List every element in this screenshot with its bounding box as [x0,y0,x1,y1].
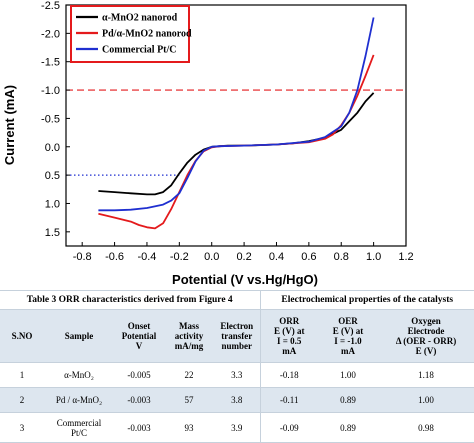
x-tick-label: 0.0 [204,251,219,263]
legend-label-1: α-MnO2 nanorod [102,13,178,24]
table-caption-left: Table 3 ORR characteristics derived from… [0,290,260,310]
chart-canvas: -0.8 -0.6 -0.4 -0.2 0.0 0.2 0.4 0.6 0.8 1.0 1.2 -2… [2,0,414,287]
x-tick-label: -0.4 [137,251,156,263]
header-orr-l2: E (V) at [274,326,305,336]
cell-oer: 0.89 [318,412,378,443]
x-tick-label: 0.6 [301,251,316,263]
table-row: 2 Pd / α-MnO₂ -0.003 57 3.8 -0.11 0.89 1… [0,387,474,413]
cell-sno: 1 [0,362,44,388]
properties-table: Table 3 ORR characteristics derived from… [0,290,474,443]
plot-frame [65,4,407,247]
header-onset-l3: V [135,341,143,351]
header-oer-l4: mA [341,346,355,356]
y-tick-label: -1.0 [41,85,60,97]
header-oer: OER E (V) at I = -1.0 mA [318,309,378,363]
series-line-1 [98,92,375,196]
cell-onset: -0.003 [114,387,164,413]
y-axis-title: Current (mA) [2,85,17,165]
header-oxygen-l4: E (V) [415,346,437,356]
cell-sample-l1: Commercial [56,417,102,428]
cell-sample: Pd / α-MnO₂ [44,387,114,413]
header-oer-l3: I = -1.0 [334,336,362,346]
header-onset: Onset Potential V [114,309,164,363]
x-tick-label: 1.0 [366,251,381,263]
cell-sample: Commercial Pt/C [44,412,114,443]
table-row: 1 α-MnO₂ -0.005 22 3.3 -0.18 1.00 1.18 [0,362,474,388]
header-orr-l3: I = 0.5 [277,336,302,346]
series-line-2 [98,54,375,230]
header-orr-l4: mA [282,346,297,356]
y-tick-label: -2.0 [41,28,60,40]
x-axis-title: Potential (V vs.Hg/HgO) [172,272,318,287]
cell-orr: -0.18 [259,362,318,388]
cell-onset: -0.003 [114,412,164,443]
lsv-chart: -0.8 -0.6 -0.4 -0.2 0.0 0.2 0.4 0.6 0.8 1.0 1.2 -2… [2,0,414,287]
table-caption-right: Electrochemical properties of the cataly… [259,290,474,310]
cell-sample-l2: Pt/C [70,427,87,438]
cell-electron: 3.9 [214,412,260,443]
x-tick-label: -0.6 [105,251,124,263]
y-tick-label: -1.5 [41,57,60,69]
y-tick-label: 0.5 [45,170,60,182]
table-row: 3 Commercial Pt/C -0.003 93 3.9 -0.09 0.… [0,412,474,443]
header-sample: Sample [44,309,114,363]
cell-delta: 1.18 [378,362,474,388]
header-electron-l3: number [221,341,252,351]
y-tick-label: 0.0 [45,142,60,154]
header-oxygen: Oxygen Electrode Δ (OER - ORR) E (V) [378,309,474,363]
properties-table-section: Table 3 ORR characteristics derived from… [0,290,474,443]
cell-electron: 3.8 [214,387,260,413]
header-mass-l1: Mass [179,321,199,331]
header-electron-l2: transfer [221,331,253,341]
header-onset-l2: Potential [121,331,157,341]
legend: α-MnO2 nanorod Pd/α-MnO2 nanorod Commerc… [70,5,192,63]
cell-delta: 0.98 [378,412,474,443]
header-onset-l1: Onset [127,321,151,331]
header-mass: Mass activity mA/mg [164,309,214,363]
series-line-3 [98,17,375,212]
cell-mass: 22 [164,362,214,388]
cell-onset: -0.005 [114,362,164,388]
header-oxygen-l1: Oxygen [411,316,441,326]
y-tick-label: 1.0 [45,198,60,210]
cell-oer: 1.00 [318,362,378,388]
cell-mass: 93 [164,412,214,443]
y-tick-label: 1.5 [45,227,60,239]
x-tick-label: 0.4 [269,251,284,263]
table-header-row: S.NO Sample Onset Potential V Mass activ… [0,309,474,363]
x-tick-label: 0.2 [236,251,251,263]
cell-orr: -0.09 [259,412,318,443]
header-oxygen-l3: Δ (OER - ORR) [395,336,457,346]
cell-sample: α-MnO₂ [44,362,114,388]
header-mass-l3: mA/mg [174,341,204,351]
header-oer-l2: E (V) at [332,326,364,336]
cell-delta: 1.00 [378,387,474,413]
header-orr-l1: ORR [279,316,300,326]
header-electron: Electron transfer number [214,309,260,363]
header-sno: S.NO [0,309,44,363]
cell-sno: 2 [0,387,44,413]
header-oxygen-l2: Electrode [407,326,445,336]
legend-label-3: Commercial Pt/C [102,45,177,56]
legend-label-2: Pd/α-MnO2 nanorod [102,29,192,40]
cell-electron: 3.3 [214,362,260,388]
header-electron-l1: Electron [220,321,254,331]
x-tick-label: -0.8 [73,251,92,263]
table-caption-row: Table 3 ORR characteristics derived from… [0,290,474,310]
cell-mass: 57 [164,387,214,413]
header-orr: ORR E (V) at I = 0.5 mA [259,309,318,363]
header-oer-l1: OER [338,316,358,326]
y-tick-label: -0.5 [41,113,60,125]
y-tick-label: -2.5 [41,0,60,12]
cell-orr: -0.11 [259,387,318,413]
cell-sno: 3 [0,412,44,443]
cell-oer: 0.89 [318,387,378,413]
header-mass-l2: activity [174,331,204,341]
x-tick-label: 1.2 [398,251,413,263]
x-tick-label: 0.8 [334,251,349,263]
x-tick-label: -0.2 [170,251,189,263]
